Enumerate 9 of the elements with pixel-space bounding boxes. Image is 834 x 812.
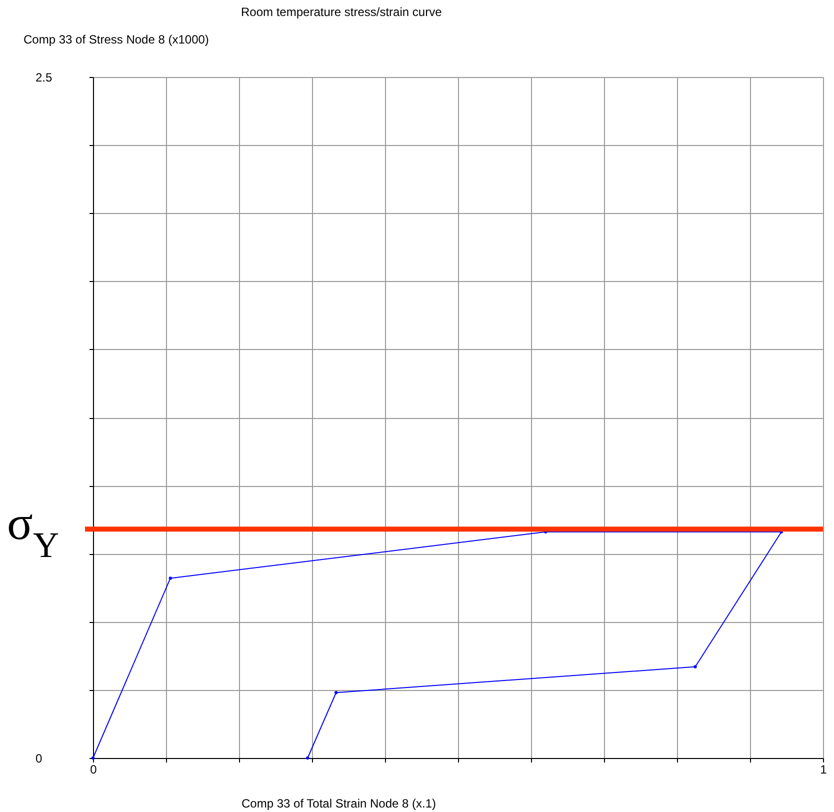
y-axis-title: Comp 33 of Stress Node 8 (x1000): [24, 32, 209, 46]
point: [168, 576, 172, 580]
chart-title: Room temperature stress/strain curve: [241, 5, 442, 19]
y-tick-label: 2.5: [36, 70, 53, 84]
point: [334, 691, 338, 694]
x-tick-label: 1: [820, 762, 828, 776]
point: [306, 756, 310, 760]
point: [694, 665, 697, 668]
x-axis-title: Comp 33 of Total Strain Node 8 (x.1): [242, 796, 436, 810]
